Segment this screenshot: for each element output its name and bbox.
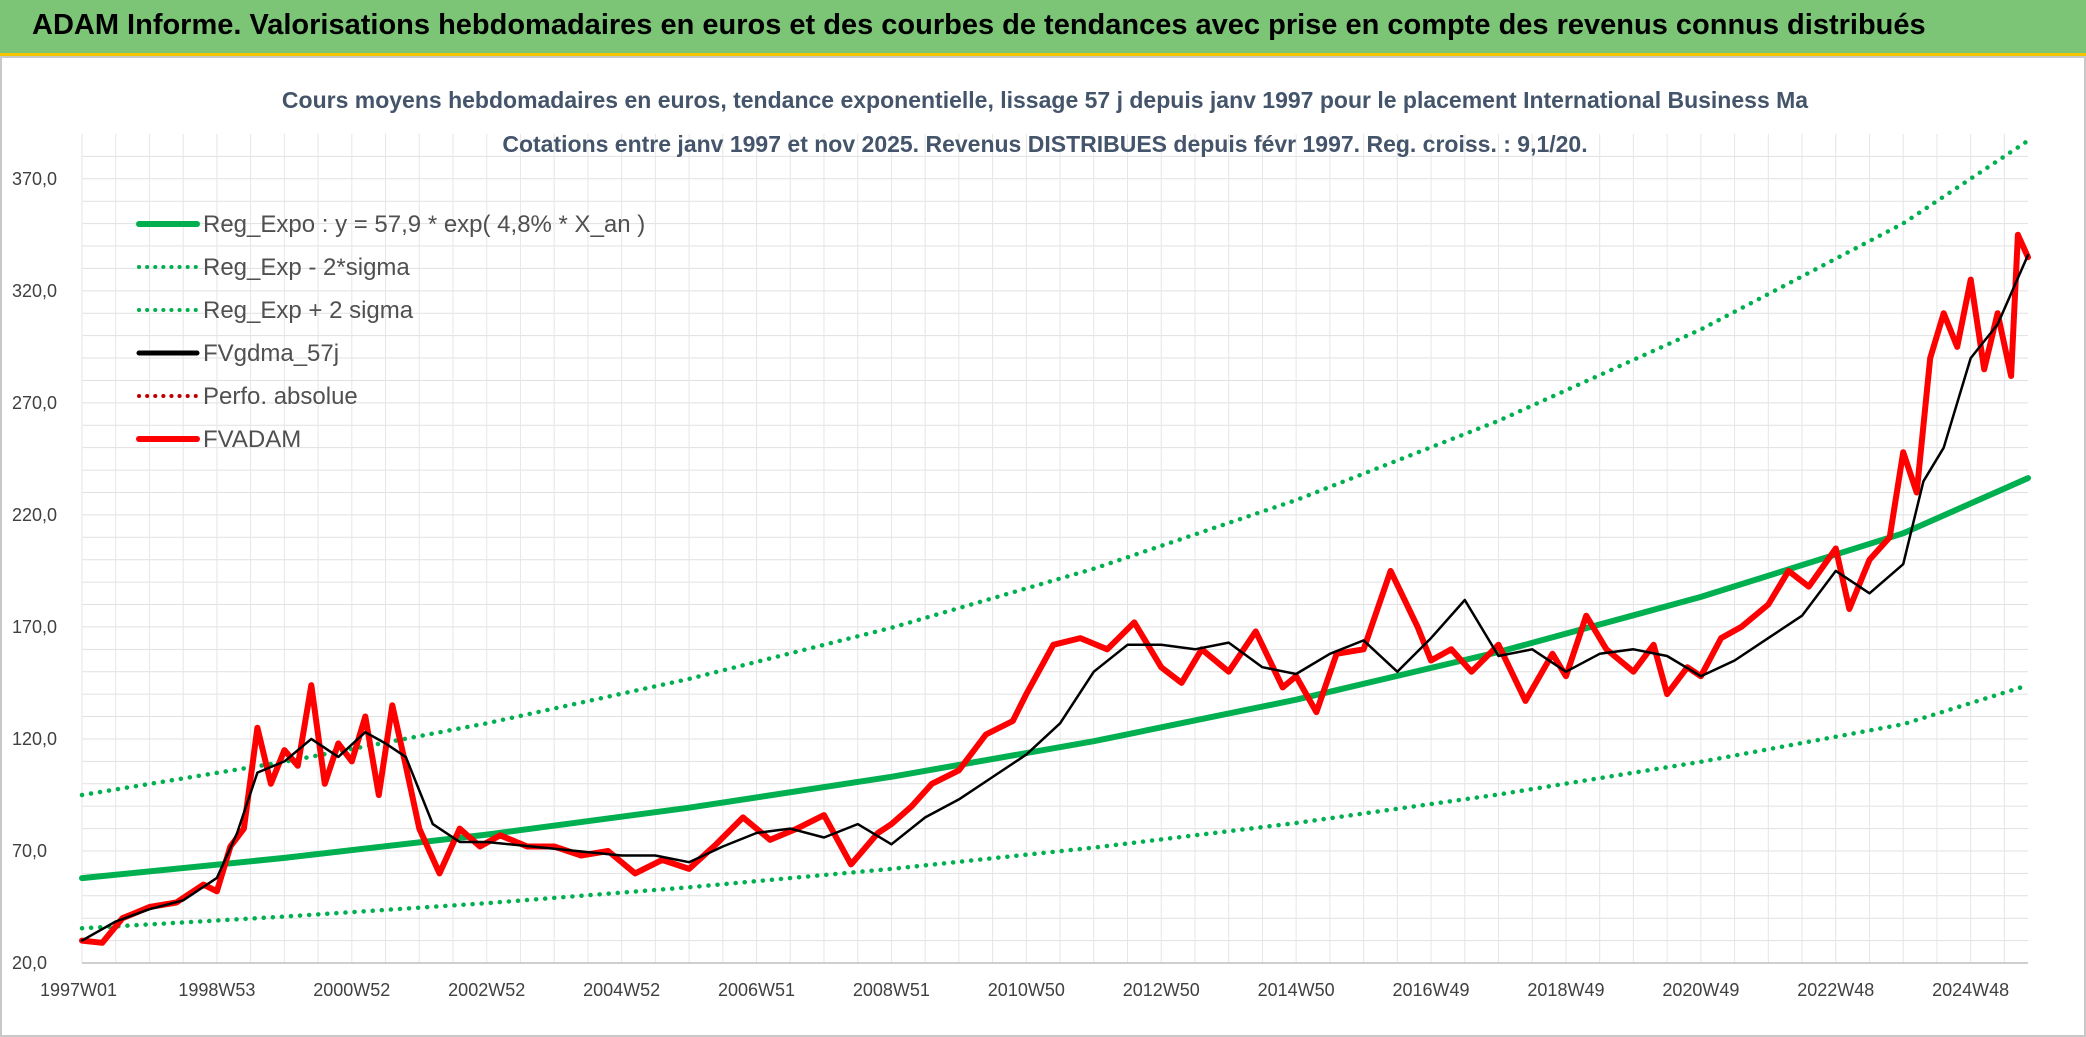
y-tick-label: 70,0: [12, 841, 47, 861]
legend-entry-label: Reg_Exp + 2 sigma: [203, 297, 414, 324]
y-tick-label: 370,0: [12, 169, 57, 189]
series-line: [79, 231, 2031, 946]
price-chart: Cours moyens hebdomadaires en euros, ten…: [12, 87, 2031, 1000]
y-tick-label: 120,0: [12, 729, 57, 749]
banner-title: ADAM Informe. Valorisations hebdomadaire…: [32, 9, 1926, 41]
y-tick-label: 20,0: [12, 953, 47, 973]
series-line: [79, 475, 2031, 882]
x-tick-label: 2012W50: [1123, 980, 1200, 1000]
x-tick-label: 1997W01: [40, 980, 117, 1000]
chart-area: Cours moyens hebdomadaires en euros, ten…: [0, 56, 2086, 1037]
header-banner: ADAM Informe. Valorisations hebdomadaire…: [0, 0, 2086, 56]
legend-entry-label: FVgdma_57j: [203, 340, 339, 367]
y-tick-label: 270,0: [12, 393, 57, 413]
legend-entry-label: Reg_Exp - 2*sigma: [203, 254, 410, 281]
y-axis-ticks: 20,0 70,0 120,0 170,0 220,0 270,0 320,0 370,0: [12, 169, 57, 973]
chart-series: [79, 138, 2031, 946]
series-line: [79, 682, 2031, 931]
y-tick-label: 170,0: [12, 617, 57, 637]
y-tick-label: 320,0: [12, 281, 57, 301]
x-tick-label: 2008W51: [853, 980, 930, 1000]
x-tick-label: 2020W49: [1662, 980, 1739, 1000]
y-tick-label: 220,0: [12, 505, 57, 525]
legend-entry-label: Perfo. absolue: [203, 383, 358, 410]
x-tick-label: 2016W49: [1393, 980, 1470, 1000]
x-tick-label: 2002W52: [448, 980, 525, 1000]
chart-title-line-1: Cours moyens hebdomadaires en euros, ten…: [282, 87, 1808, 113]
legend-entry-label: Reg_Expo : y = 57,9 * exp( 4,8% * X_an ): [203, 211, 645, 238]
x-tick-label: 2018W49: [1527, 980, 1604, 1000]
x-tick-label: 2022W48: [1797, 980, 1874, 1000]
x-tick-label: 2000W52: [313, 980, 390, 1000]
legend-entry-label: FVADAM: [203, 426, 301, 453]
chart-title-line-2: Cotations entre janv 1997 et nov 2025. R…: [502, 131, 1587, 157]
x-tick-label: 1998W53: [178, 980, 255, 1000]
x-tick-label: 2010W50: [988, 980, 1065, 1000]
x-tick-label: 2024W48: [1932, 980, 2009, 1000]
x-tick-label: 2004W52: [583, 980, 660, 1000]
series-line: [80, 253, 2030, 942]
x-tick-label: 2006W51: [718, 980, 795, 1000]
legend: Reg_Expo : y = 57,9 * exp( 4,8% * X_an )…: [136, 211, 645, 453]
x-axis-ticks: 1997W01 1998W53 2000W52 2002W52 2004W52 2006W…: [40, 980, 2009, 1000]
x-tick-label: 2014W50: [1258, 980, 1335, 1000]
series-line: [79, 138, 2031, 798]
